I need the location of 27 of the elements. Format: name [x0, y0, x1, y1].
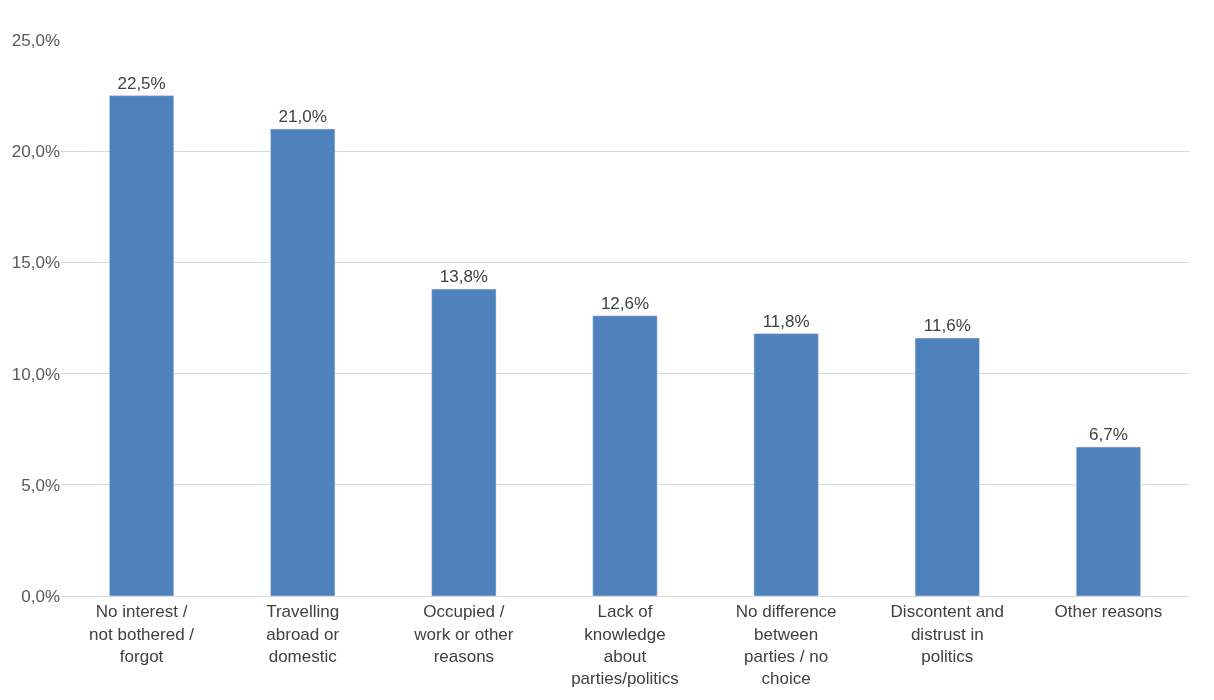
data-label: 12,6%	[600, 293, 650, 313]
bar	[592, 315, 658, 596]
bar	[1075, 446, 1141, 596]
data-label: 6,7%	[1089, 424, 1128, 444]
x-tick-label: Lack of knowledge about parties/politics	[571, 602, 679, 688]
bar	[753, 333, 819, 596]
data-label: 11,6%	[923, 316, 971, 336]
data-label: 13,8%	[439, 267, 488, 287]
x-tick-label: No difference between parties / no choice	[735, 602, 837, 688]
bar	[109, 95, 175, 596]
x-tick-label: Other reasons	[1054, 602, 1163, 622]
bar	[270, 128, 336, 596]
y-tick-label: 10,0%	[11, 364, 60, 384]
bar	[914, 337, 980, 596]
x-tick-label: Occupied / work or other reasons	[413, 602, 514, 666]
y-tick-label: 5,0%	[21, 475, 60, 495]
x-tick-label: Travelling abroad or domestic	[266, 602, 340, 666]
x-tick-label: No interest / not bothered / forgot	[89, 602, 195, 666]
x-tick-label: Discontent and distrust in politics	[890, 602, 1004, 666]
y-tick-label: 25,0%	[11, 30, 60, 50]
y-tick-label: 15,0%	[11, 253, 60, 273]
data-label: 11,8%	[762, 311, 810, 331]
y-tick-label: 20,0%	[11, 142, 60, 162]
data-label: 22,5%	[117, 73, 166, 93]
y-tick-label: 0,0%	[21, 586, 60, 606]
bar	[431, 288, 497, 596]
data-label: 21,0%	[278, 106, 327, 126]
